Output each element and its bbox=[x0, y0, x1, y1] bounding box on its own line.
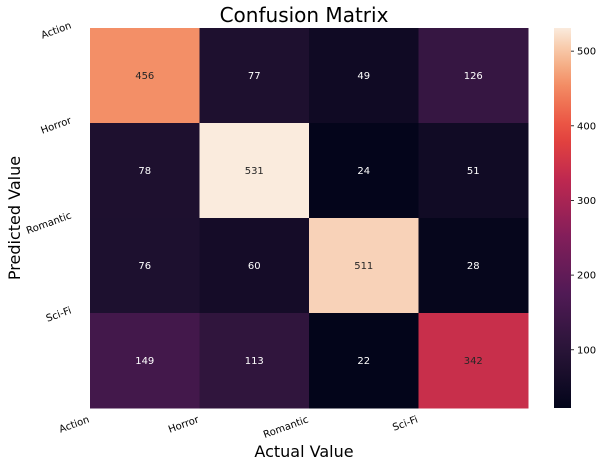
x-axis-ticks: Action Horror Romantic Sci-Fi bbox=[58, 414, 420, 441]
colorbar-gradient bbox=[554, 28, 571, 408]
heatmap-cell bbox=[90, 313, 200, 409]
y-tick-label: Action bbox=[40, 20, 73, 41]
cell-value-label: 149 bbox=[135, 356, 154, 367]
heatmap-cell bbox=[418, 123, 529, 219]
colorbar: 100 200 300 400 500 bbox=[554, 28, 596, 408]
heatmap-cell bbox=[199, 218, 310, 314]
colorbar-tick-label: 300 bbox=[577, 196, 596, 207]
cell-value-label: 28 bbox=[467, 261, 480, 272]
cell-value-label: 78 bbox=[138, 166, 151, 177]
heatmap-cell bbox=[309, 123, 419, 219]
cell-value-label: 126 bbox=[464, 71, 483, 82]
heatmap-cell bbox=[418, 313, 529, 409]
heatmap-cell bbox=[90, 218, 200, 314]
colorbar-tick-label: 500 bbox=[577, 47, 596, 58]
y-tick-label: Horror bbox=[39, 115, 73, 136]
cell-value-label: 60 bbox=[248, 261, 261, 272]
colorbar-tick-label: 400 bbox=[577, 121, 596, 132]
heatmap-cell bbox=[199, 123, 310, 219]
cell-value-label: 76 bbox=[138, 261, 151, 272]
y-tick-label: Sci-Fi bbox=[45, 305, 73, 324]
y-axis-ticks: Action Horror Romantic Sci-Fi bbox=[25, 20, 74, 324]
cell-value-label: 531 bbox=[245, 166, 264, 177]
cell-value-label: 24 bbox=[357, 166, 370, 177]
heatmap-cell bbox=[199, 313, 310, 409]
x-tick-label: Action bbox=[58, 414, 91, 435]
cell-value-label: 456 bbox=[135, 71, 154, 82]
cell-value-label: 113 bbox=[245, 356, 264, 367]
cell-value-label: 511 bbox=[354, 261, 373, 272]
cell-value-label: 51 bbox=[467, 166, 480, 177]
cell-value-label: 342 bbox=[464, 356, 483, 367]
y-tick-label: Romantic bbox=[25, 210, 73, 236]
heatmap-cell bbox=[418, 28, 529, 124]
heatmap-cells: 456 77 49 126 78 531 24 51 76 60 511 28 149 113 22 342 bbox=[90, 28, 529, 409]
colorbar-tick-label: 100 bbox=[577, 345, 596, 356]
heatmap-cell bbox=[309, 313, 419, 409]
y-axis-label: Predicted Value bbox=[5, 156, 24, 280]
x-tick-label: Horror bbox=[167, 414, 201, 435]
heatmap-cell bbox=[309, 28, 419, 124]
cell-value-label: 77 bbox=[248, 71, 261, 82]
heatmap-cell bbox=[90, 123, 200, 219]
cell-value-label: 22 bbox=[357, 356, 370, 367]
cell-value-label: 49 bbox=[357, 71, 370, 82]
heatmap-cell bbox=[418, 218, 529, 314]
x-axis-label: Actual Value bbox=[254, 442, 353, 461]
x-tick-label: Romantic bbox=[262, 414, 310, 440]
chart-title: Confusion Matrix bbox=[220, 3, 389, 27]
heatmap-cell bbox=[199, 28, 310, 124]
heatmap-cell bbox=[309, 218, 419, 314]
heatmap-cell bbox=[90, 28, 200, 124]
colorbar-tick-label: 200 bbox=[577, 271, 596, 282]
x-tick-label: Sci-Fi bbox=[391, 414, 419, 433]
